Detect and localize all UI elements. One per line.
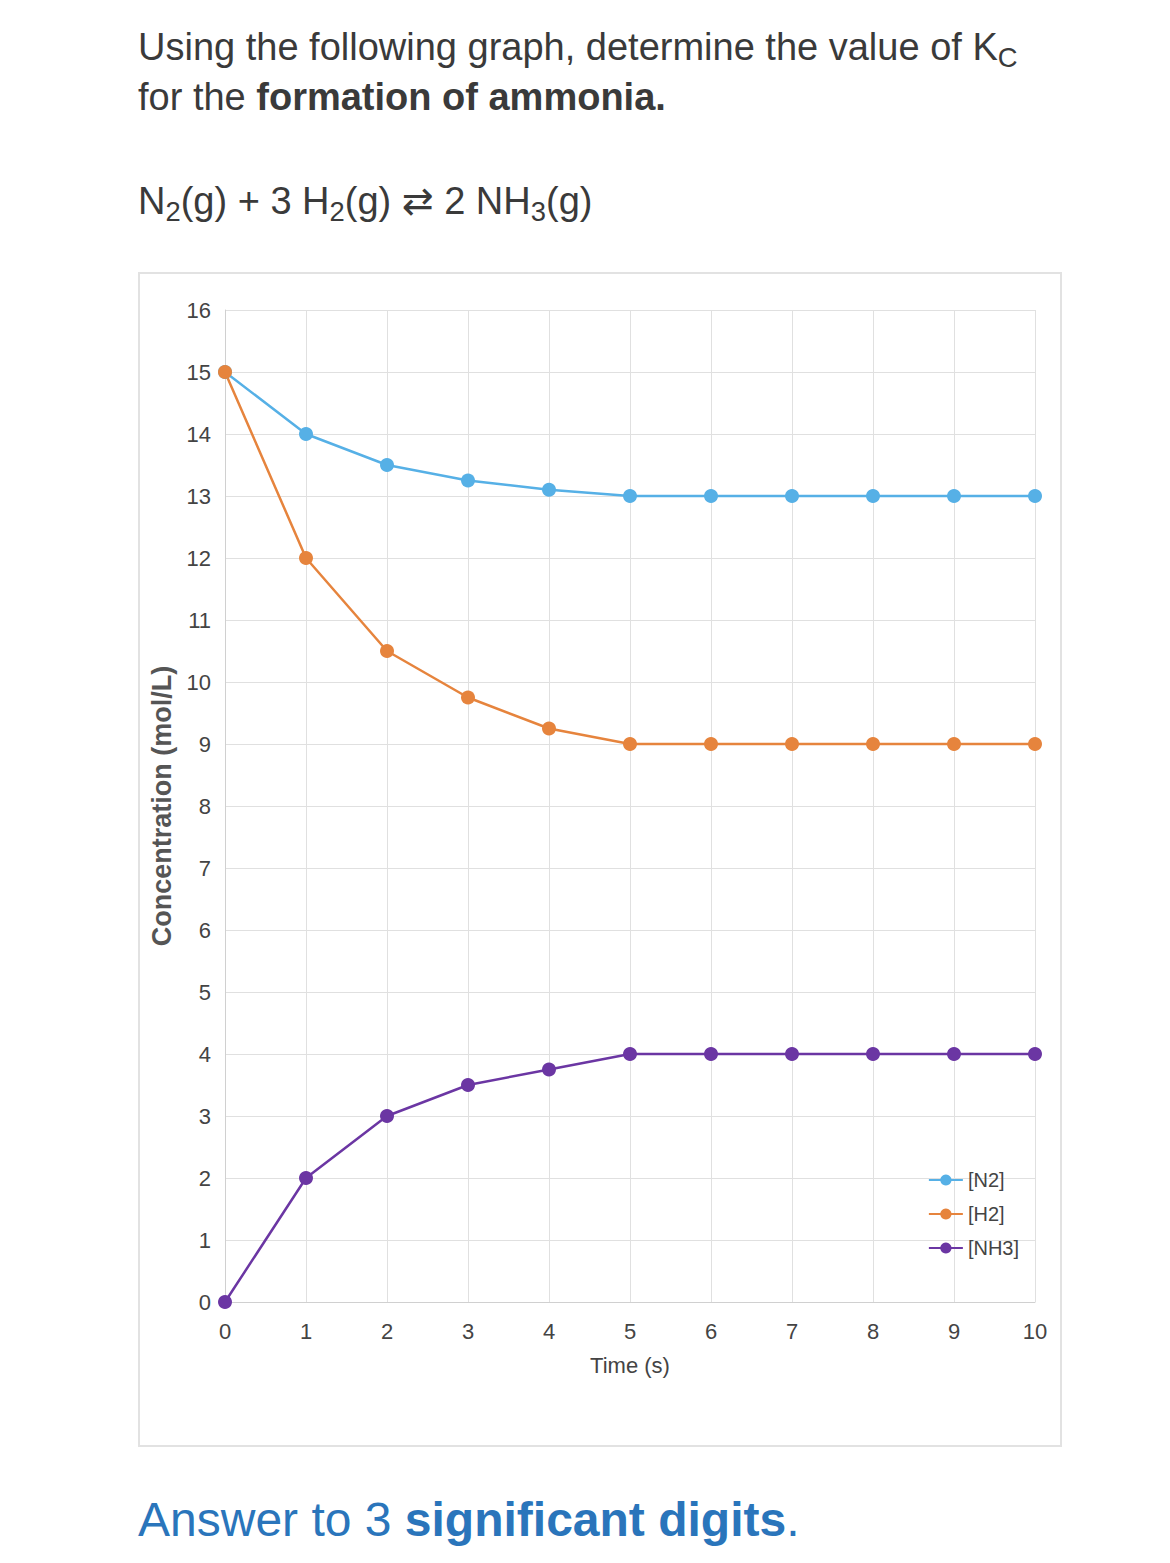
html-text:Answer to 3 significant digits: Answer to 3 significant digits. xyxy=(138,1493,800,1546)
svg-text:9: 9 xyxy=(199,732,211,757)
svg-text:2: 2 xyxy=(199,1166,211,1191)
svg-text:5: 5 xyxy=(624,1319,636,1344)
svg-text:10: 10 xyxy=(187,670,211,695)
html-text:Using the following graph, det: Using the following graph, determine the… xyxy=(138,26,1018,73)
svg-text:5: 5 xyxy=(199,980,211,1005)
svg-text:1: 1 xyxy=(199,1228,211,1253)
svg-text:13: 13 xyxy=(187,484,211,509)
svg-text:6: 6 xyxy=(705,1319,717,1344)
svg-text:1: 1 xyxy=(300,1319,312,1344)
svg-text:6: 6 xyxy=(199,918,211,943)
html-text:for the formation of ammonia.: for the formation of ammonia. xyxy=(138,76,666,118)
svg-text:7: 7 xyxy=(786,1319,798,1344)
svg-text:9: 9 xyxy=(948,1319,960,1344)
svg-text:16: 16 xyxy=(187,298,211,323)
svg-text:[NH3]: [NH3] xyxy=(968,1237,1019,1259)
svg-text:15: 15 xyxy=(187,360,211,385)
svg-text:8: 8 xyxy=(867,1319,879,1344)
svg-text:14: 14 xyxy=(187,422,211,447)
svg-text:0: 0 xyxy=(219,1319,231,1344)
svg-text:[N2]: [N2] xyxy=(968,1169,1005,1191)
svg-text:3: 3 xyxy=(462,1319,474,1344)
svg-text:3: 3 xyxy=(199,1104,211,1129)
svg-text:12: 12 xyxy=(187,546,211,571)
svg-text:Time (s): Time (s) xyxy=(590,1353,670,1378)
svg-text:0: 0 xyxy=(199,1290,211,1315)
svg-text:4: 4 xyxy=(199,1042,211,1067)
svg-text:Concentration (mol/L): Concentration (mol/L) xyxy=(147,666,177,946)
svg-text:11: 11 xyxy=(188,608,211,633)
html-text:N2(g) + 3 H2(g) ⇄ 2 NH3(g): N2(g) + 3 H2(g) ⇄ 2 NH3(g) xyxy=(138,180,593,227)
svg-text:10: 10 xyxy=(1023,1319,1047,1344)
svg-text:[H2]: [H2] xyxy=(968,1203,1005,1225)
svg-text:8: 8 xyxy=(199,794,211,819)
svg-text:4: 4 xyxy=(543,1319,555,1344)
svg-text:2: 2 xyxy=(381,1319,393,1344)
svg-text:7: 7 xyxy=(199,856,211,881)
